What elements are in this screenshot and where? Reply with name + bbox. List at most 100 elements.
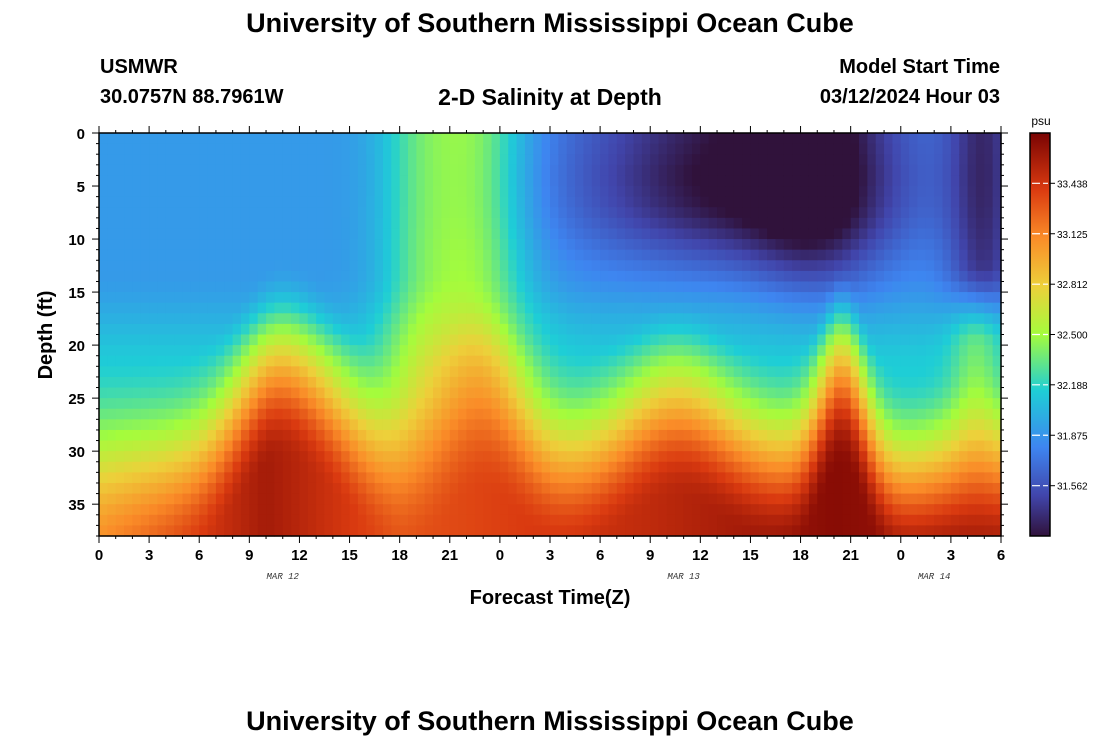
heatmap-cell	[925, 143, 935, 155]
heatmap-cell	[274, 387, 284, 399]
heatmap-cell	[332, 249, 342, 261]
heatmap-cell	[750, 207, 760, 219]
heatmap-cell	[817, 398, 827, 410]
heatmap-cell	[833, 440, 843, 452]
heatmap-cell	[408, 313, 417, 325]
heatmap-cell	[825, 387, 835, 399]
heatmap-cell	[341, 504, 351, 516]
heatmap-cell	[859, 323, 868, 336]
heatmap-cell	[207, 133, 217, 145]
heatmap-cell	[307, 525, 317, 537]
heatmap-cell	[357, 164, 367, 177]
heatmap-cell	[758, 143, 768, 155]
heatmap-cell	[190, 186, 200, 198]
heatmap-cell	[800, 514, 810, 526]
heatmap-cell	[575, 186, 585, 198]
heatmap-cell	[491, 313, 501, 325]
heatmap-cell	[357, 514, 367, 526]
heatmap-cell	[725, 345, 735, 357]
heatmap-cell	[583, 525, 593, 537]
heatmap-cell	[641, 461, 651, 473]
heatmap-cell	[307, 143, 317, 155]
heatmap-cell	[817, 323, 827, 336]
heatmap-cell	[975, 175, 985, 187]
heatmap-cell	[733, 429, 743, 442]
heatmap-cell	[474, 302, 484, 314]
heatmap-cell	[641, 440, 651, 452]
heatmap-cell	[332, 143, 342, 155]
heatmap-cell	[717, 408, 726, 420]
heatmap-cell	[742, 493, 752, 505]
heatmap-cell	[600, 376, 610, 389]
heatmap-cell	[717, 239, 726, 251]
heatmap-cell	[650, 493, 660, 505]
heatmap-cell	[240, 387, 250, 399]
heatmap-cell	[825, 196, 835, 208]
heatmap-cell	[408, 429, 417, 442]
heatmap-cell	[174, 249, 184, 261]
heatmap-cell	[240, 207, 250, 219]
heatmap-cell	[717, 514, 726, 526]
heatmap-cell	[533, 313, 543, 325]
heatmap-cell	[666, 376, 676, 389]
heatmap-cell	[666, 302, 676, 314]
heatmap-cell	[733, 408, 743, 420]
heatmap-cell	[132, 175, 142, 187]
heatmap-cell	[274, 504, 284, 516]
heatmap-cell	[341, 525, 351, 537]
heatmap-cell	[675, 355, 685, 367]
heatmap-cell	[391, 281, 401, 293]
heatmap-cell	[817, 419, 827, 431]
heatmap-cell	[224, 376, 234, 389]
heatmap-cell	[282, 217, 292, 230]
heatmap-cell	[675, 461, 685, 473]
heatmap-cell	[725, 196, 735, 208]
heatmap-cell	[859, 493, 868, 505]
heatmap-cell	[174, 239, 184, 251]
heatmap-cell	[950, 207, 960, 219]
heatmap-cell	[800, 482, 810, 495]
heatmap-cell	[299, 525, 309, 537]
heatmap-cell	[491, 345, 501, 357]
heatmap-cell	[199, 302, 209, 314]
heatmap-cell	[616, 345, 626, 357]
heatmap-cell	[867, 482, 877, 495]
heatmap-cell	[666, 514, 676, 526]
heatmap-cell	[792, 143, 802, 155]
heatmap-cell	[341, 175, 351, 187]
heatmap-cell	[199, 260, 209, 272]
heatmap-cell	[967, 196, 977, 208]
heatmap-cell	[232, 186, 242, 198]
heatmap-cell	[215, 281, 225, 293]
heatmap-cell	[215, 525, 225, 537]
heatmap-cell	[859, 228, 868, 240]
heatmap-cell	[950, 376, 960, 389]
heatmap-cell	[992, 376, 1002, 389]
heatmap-cell	[99, 366, 108, 378]
heatmap-cell	[174, 482, 184, 495]
heatmap-cell	[575, 408, 585, 420]
heatmap-cell	[524, 419, 534, 431]
heatmap-cell	[833, 323, 843, 336]
heatmap-cell	[600, 175, 610, 187]
heatmap-cell	[441, 514, 451, 526]
heatmap-cell	[483, 196, 493, 208]
heatmap-cell	[825, 525, 835, 537]
heatmap-cell	[616, 451, 626, 463]
heatmap-cell	[458, 376, 468, 389]
heatmap-cell	[441, 281, 451, 293]
heatmap-cell	[157, 525, 167, 537]
heatmap-cell	[332, 281, 342, 293]
heatmap-cell	[959, 366, 969, 378]
heatmap-cell	[307, 175, 317, 187]
heatmap-cell	[775, 175, 785, 187]
heatmap-cell	[307, 366, 317, 378]
heatmap-cell	[316, 313, 326, 325]
x-tick-label: 6	[195, 547, 203, 564]
heatmap-cell	[524, 408, 534, 420]
heatmap-cell	[374, 419, 384, 431]
heatmap-cell	[266, 419, 275, 431]
heatmap-cell	[683, 451, 693, 463]
heatmap-cell	[833, 334, 843, 346]
heatmap-cell	[892, 196, 902, 208]
